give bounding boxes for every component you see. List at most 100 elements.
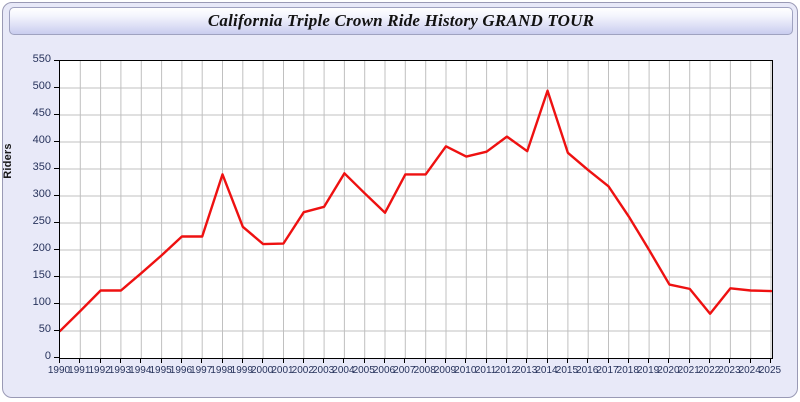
x-tick-mark	[729, 358, 731, 363]
x-tick-label: 2022	[697, 365, 721, 376]
x-tick-mark	[505, 358, 507, 363]
x-tick-label: 2002	[291, 365, 314, 376]
y-tick-mark	[54, 357, 59, 358]
x-tick-mark	[99, 358, 101, 363]
y-tick-mark	[54, 60, 59, 61]
x-tick-label: 2018	[616, 365, 639, 376]
window-title-bar: California Triple Crown Ride History GRA…	[9, 7, 793, 35]
x-tick-mark	[627, 358, 629, 363]
x-tick-label: 2000	[250, 365, 274, 376]
x-tick-mark	[587, 358, 589, 363]
x-tick-label: 2013	[515, 365, 538, 376]
y-tick-mark	[54, 168, 59, 169]
y-tick-label: 400	[32, 134, 51, 146]
x-tick-label: 2001	[271, 365, 294, 376]
y-tick-label: 450	[32, 107, 51, 119]
chart-panel: Riders 0 50 100 150 200 250 300 350 400 450 500 550…	[2, 39, 793, 391]
page-title: California Triple Crown Ride History GRA…	[207, 11, 595, 30]
plot-area	[59, 60, 773, 359]
x-tick-mark	[770, 358, 771, 363]
riders-line-series	[60, 89, 772, 333]
x-tick-mark	[323, 358, 325, 363]
x-tick-mark	[648, 358, 650, 363]
y-tick-label: 100	[32, 296, 51, 308]
x-tick-mark	[668, 358, 670, 363]
x-tick-label: 1992	[88, 365, 111, 376]
y-tick-mark	[54, 141, 59, 142]
x-tick-mark	[749, 358, 751, 363]
y-tick-label: 50	[38, 323, 51, 335]
x-tick-mark	[709, 358, 711, 363]
x-tick-label: 2005	[352, 365, 375, 376]
x-tick-label: 2017	[596, 365, 619, 376]
x-tick-mark	[119, 358, 121, 363]
x-tick-mark	[404, 358, 406, 363]
y-tick-mark	[54, 87, 59, 88]
x-tick-label: 2015	[555, 365, 579, 376]
x-tick-label: 2010	[454, 365, 477, 376]
x-tick-label: 2025	[758, 365, 782, 376]
y-tick-mark	[54, 249, 59, 250]
x-tick-label: 2004	[332, 365, 355, 376]
x-tick-mark	[343, 358, 345, 363]
y-tick-mark	[54, 303, 59, 304]
x-tick-mark	[363, 358, 365, 363]
x-tick-label: 1999	[230, 365, 253, 376]
y-tick-label: 0	[44, 350, 51, 362]
x-tick-mark	[424, 358, 426, 363]
x-tick-mark	[546, 358, 548, 363]
x-tick-mark	[302, 358, 304, 363]
y-tick-mark	[54, 222, 59, 223]
x-tick-mark	[566, 358, 568, 363]
x-tick-mark	[221, 358, 223, 363]
x-tick-mark	[180, 358, 182, 363]
y-tick-label: 200	[32, 242, 51, 254]
y-tick-label: 550	[32, 53, 51, 65]
x-tick-mark	[241, 358, 243, 363]
x-tick-mark	[201, 358, 203, 363]
y-tick-mark	[54, 330, 59, 331]
x-tick-mark	[526, 358, 528, 363]
x-tick-mark	[485, 358, 487, 363]
x-tick-label: 2020	[657, 365, 680, 376]
x-tick-mark	[262, 358, 264, 363]
x-tick-label: 2008	[413, 365, 436, 376]
x-tick-label: 2023	[718, 365, 741, 376]
grid-lines	[60, 61, 772, 358]
x-tick-label: 2011	[474, 365, 497, 376]
x-tick-label: 2012	[494, 365, 518, 376]
x-tick-mark	[160, 358, 162, 363]
y-tick-mark	[54, 195, 59, 196]
x-tick-label: 2006	[372, 365, 396, 376]
y-tick-label: 350	[32, 161, 51, 173]
x-tick-mark	[384, 358, 385, 363]
x-tick-label: 2007	[393, 365, 416, 376]
x-tick-label: 1990	[47, 365, 71, 376]
x-tick-mark	[282, 358, 284, 363]
y-tick-label: 150	[32, 269, 51, 281]
x-tick-label: 2014	[535, 365, 558, 376]
x-tick-label: 1996	[169, 365, 193, 376]
y-tick-mark	[54, 276, 59, 277]
x-tick-mark	[465, 358, 467, 363]
x-tick-label: 2019	[636, 365, 660, 376]
x-tick-mark	[140, 358, 142, 363]
x-tick-mark	[607, 358, 609, 363]
x-tick-label: 1997	[190, 365, 213, 376]
y-tick-label: 500	[32, 80, 51, 92]
x-tick-label: 2021	[677, 365, 700, 376]
x-tick-mark	[688, 358, 690, 363]
x-tick-label: 1995	[149, 365, 172, 376]
x-tick-label: 2016	[576, 365, 599, 376]
x-tick-label: 2009	[433, 365, 457, 376]
x-tick-label: 2024	[738, 365, 761, 376]
x-tick-label: 2003	[311, 365, 335, 376]
y-tick-label: 300	[32, 188, 51, 200]
x-tick-label: 1998	[210, 365, 233, 376]
x-tick-mark	[59, 358, 60, 363]
x-tick-label: 1994	[129, 365, 152, 376]
x-tick-label: 1993	[108, 365, 132, 376]
x-tick-label: 1991	[68, 365, 91, 376]
x-tick-mark	[445, 358, 446, 363]
